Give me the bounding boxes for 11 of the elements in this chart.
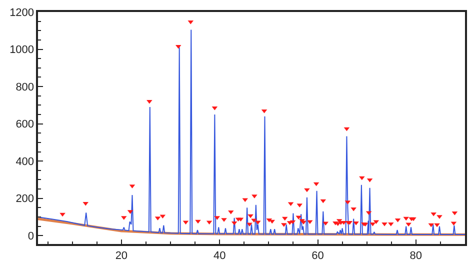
x-tick-label: 40	[213, 250, 226, 262]
x-tick-label: 20	[115, 250, 128, 262]
y-tick-label: 200	[16, 193, 34, 206]
x-tick-label: 60	[312, 250, 324, 262]
y-tick-label: 0	[28, 230, 34, 242]
y-tick-label: 600	[16, 118, 34, 131]
y-tick-label: 400	[16, 156, 34, 168]
y-tick-label: 800	[16, 81, 34, 94]
y-tick-label: 1200	[10, 6, 34, 19]
y-tick-label: 1000	[10, 44, 34, 56]
x-tick-label: 80	[410, 250, 422, 262]
